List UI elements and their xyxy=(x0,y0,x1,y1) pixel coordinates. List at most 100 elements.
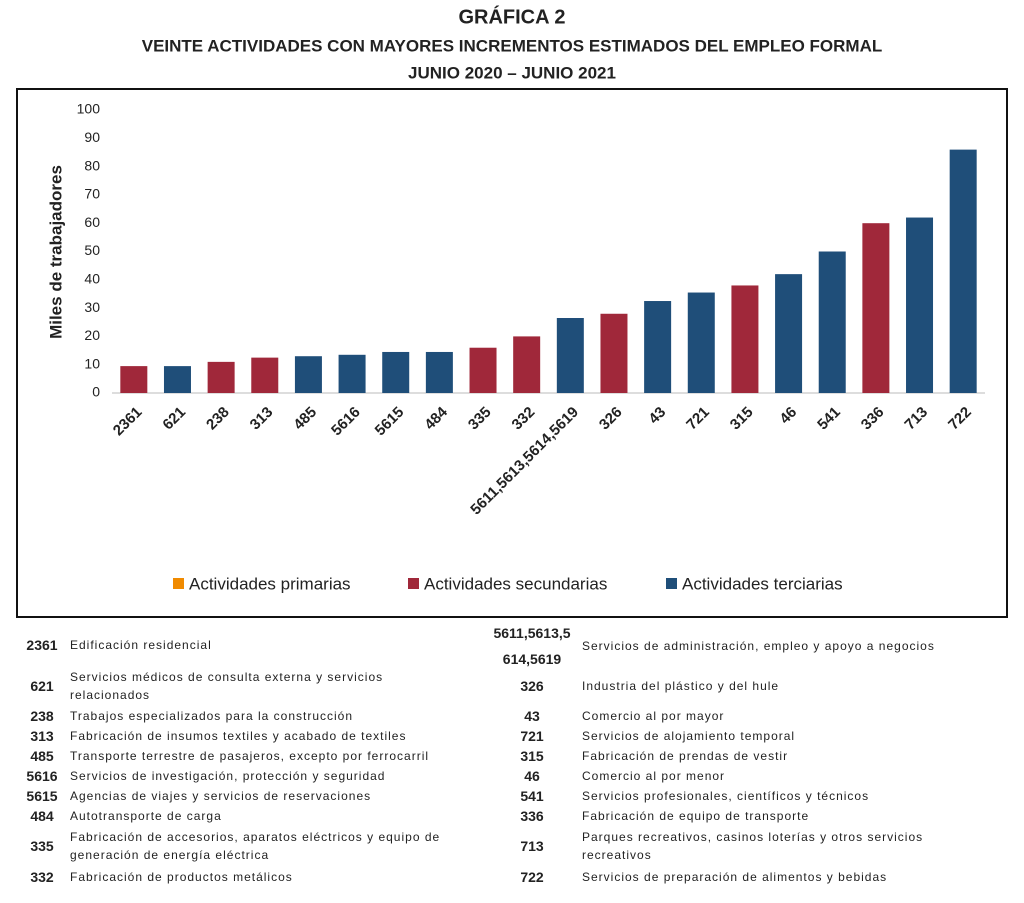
x-tick-label: 332 xyxy=(509,404,539,434)
glossary-code: 238 xyxy=(30,708,54,724)
bar xyxy=(731,285,759,393)
glossary-description: Fabricación de equipo de transporte xyxy=(582,809,810,823)
bar xyxy=(513,336,541,393)
bar xyxy=(207,361,235,393)
y-tick-label: 10 xyxy=(84,355,100,371)
bar xyxy=(949,149,977,393)
x-tick-label: 313 xyxy=(247,404,277,434)
glossary-row: 5611,5613,5614,5619 Servicios de administ… xyxy=(490,618,972,674)
glossary-row: 326 Industria del plástico y del hule xyxy=(490,676,972,696)
glossary-description: Servicios de preparación de alimentos y … xyxy=(582,870,888,884)
x-tick-label: 721 xyxy=(683,404,713,434)
x-tick-label: 326 xyxy=(596,404,626,434)
legend-swatch xyxy=(408,578,419,589)
glossary-code: 485 xyxy=(30,748,54,764)
x-tick-label: 315 xyxy=(727,404,757,434)
glossary-row: 332 Fabricación de productos metálicos xyxy=(16,867,452,887)
glossary-row: 335 Fabricación de accesorios, aparatos e… xyxy=(16,826,452,866)
bar xyxy=(862,223,890,393)
glossary-description: Servicios médicos de consulta externa y … xyxy=(70,670,384,702)
x-tick-label: 541 xyxy=(814,404,844,434)
x-tick-label: 336 xyxy=(858,404,888,434)
x-tick-label: 5615 xyxy=(372,404,408,440)
x-tick-label: 484 xyxy=(421,403,451,433)
glossary-code: 5616 xyxy=(26,768,58,784)
glossary-row: 721 Servicios de alojamiento temporal xyxy=(490,726,972,746)
chart: GRÁFICA 2 VEINTE ACTIVIDADES CON MAYORES… xyxy=(16,5,1008,618)
chart-subtitle: VEINTE ACTIVIDADES CON MAYORES INCREMENT… xyxy=(142,36,883,55)
glossary-description: Fabricación de productos metálicos xyxy=(70,870,293,884)
glossary-code: 713 xyxy=(520,838,544,854)
y-tick-label: 100 xyxy=(77,101,101,117)
y-tick-label: 20 xyxy=(84,327,100,343)
chart-title: GRÁFICA 2 xyxy=(458,5,565,28)
glossary-code: 335 xyxy=(30,838,54,854)
glossary-description: Fabricación de accesorios, aparatos eléc… xyxy=(70,830,441,862)
glossary-description: Transporte terrestre de pasajeros, excep… xyxy=(70,749,430,763)
bar xyxy=(251,357,279,393)
glossary-code: 46 xyxy=(524,768,540,784)
x-tick-label: 43 xyxy=(645,404,669,428)
glossary-row: 485 Transporte terrestre de pasajeros, ex… xyxy=(16,746,452,766)
glossary-row: 713 Parques recreativos, casinos loterías… xyxy=(490,826,972,866)
glossary-code: 332 xyxy=(30,869,54,885)
x-tick-label: 238 xyxy=(203,404,233,434)
x-tick-label: 335 xyxy=(465,404,495,434)
glossary-description: Industria del plástico y del hule xyxy=(582,679,780,693)
bar xyxy=(818,251,846,393)
glossary-code: 621 xyxy=(30,678,54,694)
glossary-description: Servicios profesionales, científicos y t… xyxy=(582,789,870,803)
bar xyxy=(644,301,672,393)
glossary-row: 5615 Agencias de viajes y servicios de re… xyxy=(16,786,452,806)
legend-label: Actividades terciarias xyxy=(682,574,843,593)
glossary-description: Trabajos especializados para la construc… xyxy=(70,709,354,723)
glossary-row: 315 Fabricación de prendas de vestir xyxy=(490,746,972,766)
glossary-description: Fabricación de insumos textiles y acabad… xyxy=(70,729,407,743)
bar xyxy=(294,356,322,393)
y-tick-label: 50 xyxy=(84,242,100,258)
x-tick-label: 621 xyxy=(159,404,189,434)
glossary-row: 43 Comercio al por mayor xyxy=(490,706,972,726)
glossary-description: Agencias de viajes y servicios de reserv… xyxy=(70,789,372,803)
y-tick-label: 40 xyxy=(84,271,100,287)
y-axis-label: Miles de trabajadores xyxy=(46,165,65,339)
chart-frame xyxy=(16,88,1008,618)
bar xyxy=(120,366,148,393)
glossary-description: Autotransporte de carga xyxy=(70,809,222,823)
glossary-code: 484 xyxy=(30,808,54,824)
bar xyxy=(556,318,584,393)
glossary-description: Edificación residencial xyxy=(70,638,212,652)
glossary-code: 313 xyxy=(30,728,54,744)
glossary-row: 722 Servicios de preparación de alimentos… xyxy=(490,867,972,887)
x-tick-label: 713 xyxy=(901,404,931,434)
glossary-row: 46 Comercio al por menor xyxy=(490,766,972,786)
x-tick-label: 46 xyxy=(776,404,800,428)
glossary-code: 5611,5613,5614,5619 xyxy=(493,625,571,667)
glossary-row: 2361 Edificación residencial xyxy=(16,630,452,660)
glossary-description: Servicios de administración, empleo y ap… xyxy=(582,639,935,653)
glossary-row: 621 Servicios médicos de consulta externa… xyxy=(16,668,452,704)
legend-swatch xyxy=(173,578,184,589)
y-tick-label: 70 xyxy=(84,186,100,202)
bar xyxy=(687,292,715,393)
glossary-description: Comercio al por menor xyxy=(582,769,726,783)
bar xyxy=(469,347,497,393)
bar xyxy=(906,217,934,393)
bar xyxy=(338,354,366,393)
legend-swatch xyxy=(666,578,677,589)
glossary-description: Fabricación de prendas de vestir xyxy=(582,749,789,763)
bar xyxy=(425,351,453,393)
glossary-row: 484 Autotransporte de carga xyxy=(16,806,452,826)
y-tick-label: 0 xyxy=(92,384,100,400)
chart-subtitle: JUNIO 2020 – JUNIO 2021 xyxy=(408,63,616,82)
glossary-row: 336 Fabricación de equipo de transporte xyxy=(490,806,972,826)
x-tick-label: 5616 xyxy=(328,404,364,440)
glossary-code: 541 xyxy=(520,788,544,804)
legend-label: Actividades secundarias xyxy=(424,574,607,593)
x-tick-label: 2361 xyxy=(110,404,146,440)
legend-label: Actividades primarias xyxy=(189,574,351,593)
glossary-code: 722 xyxy=(520,869,544,885)
glossary-description: Servicios de alojamiento temporal xyxy=(582,729,796,743)
glossary-code: 315 xyxy=(520,748,544,764)
